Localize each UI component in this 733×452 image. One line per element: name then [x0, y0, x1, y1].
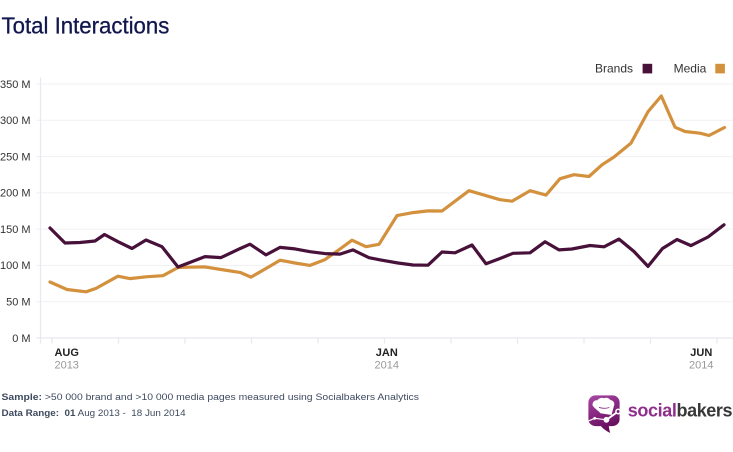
svg-text:50 M: 50 M: [6, 297, 30, 309]
svg-text:Media: Media: [674, 62, 707, 76]
svg-text:300 M: 300 M: [0, 115, 31, 127]
svg-text:Total Interactions: Total Interactions: [2, 12, 170, 39]
svg-text:100 M: 100 M: [0, 260, 31, 272]
svg-text:2014: 2014: [689, 360, 713, 372]
svg-text:Sample: >50 000 brand and >10: Sample: >50 000 brand and >10 000 media …: [2, 392, 420, 402]
svg-text:2014: 2014: [375, 360, 399, 372]
svg-text:socialbakers: socialbakers: [628, 400, 733, 420]
svg-text:JUN: JUN: [690, 347, 712, 359]
svg-text:150 M: 150 M: [0, 224, 31, 236]
svg-text:250 M: 250 M: [0, 151, 31, 163]
svg-text:350 M: 350 M: [0, 79, 31, 91]
svg-text:2013: 2013: [54, 360, 78, 372]
svg-text:Brands: Brands: [595, 62, 633, 76]
svg-text:JAN: JAN: [376, 347, 398, 359]
svg-text:Data Range: 01 Aug 2013 - 18: Data Range: 01 Aug 2013 - 18 Jun 2014: [2, 408, 187, 419]
svg-text:0 M: 0 M: [12, 333, 30, 345]
svg-text:200 M: 200 M: [0, 188, 31, 200]
svg-text:AUG: AUG: [54, 347, 78, 359]
